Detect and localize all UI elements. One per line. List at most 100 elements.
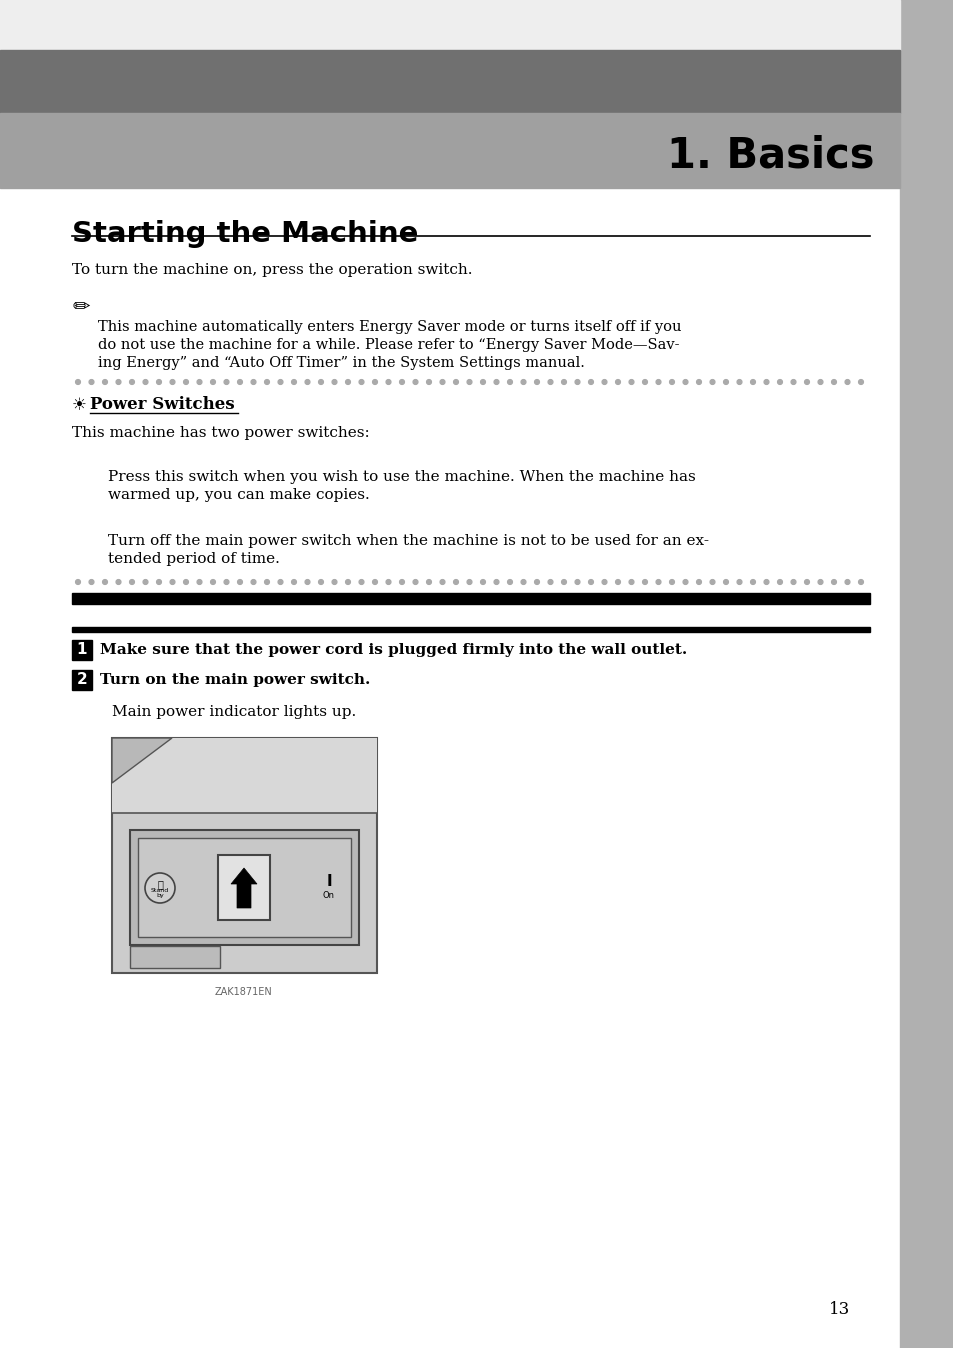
Circle shape: [534, 380, 538, 384]
Bar: [0, 50, 899, 113]
Circle shape: [656, 580, 660, 585]
Text: Make sure that the power cord is plugged firmly into the wall outlet.: Make sure that the power cord is plugged…: [100, 643, 686, 656]
Circle shape: [237, 380, 242, 384]
Circle shape: [520, 380, 525, 384]
Text: tended period of time.: tended period of time.: [108, 551, 279, 566]
Circle shape: [642, 580, 647, 585]
Bar: [71, 593, 869, 604]
Circle shape: [803, 580, 808, 585]
Text: Stand
by: Stand by: [151, 887, 169, 898]
Circle shape: [251, 380, 255, 384]
Bar: [218, 855, 270, 919]
Circle shape: [237, 580, 242, 585]
Circle shape: [426, 380, 431, 384]
Circle shape: [682, 380, 687, 384]
Circle shape: [601, 380, 606, 384]
Text: This machine automatically enters Energy Saver mode or turns itself off if you: This machine automatically enters Energy…: [98, 319, 680, 334]
Circle shape: [561, 580, 566, 585]
Circle shape: [548, 380, 553, 384]
Text: Power Switches: Power Switches: [90, 396, 234, 412]
Text: Turn on the main power switch.: Turn on the main power switch.: [100, 673, 370, 687]
Text: ✏: ✏: [71, 297, 90, 315]
Text: ing Energy” and “Auto Off Timer” in the System Settings manual.: ing Energy” and “Auto Off Timer” in the …: [98, 356, 584, 369]
Circle shape: [439, 380, 444, 384]
Text: To turn the machine on, press the operation switch.: To turn the machine on, press the operat…: [71, 263, 472, 276]
Circle shape: [116, 380, 121, 384]
Circle shape: [197, 580, 202, 585]
Text: 1. Basics: 1. Basics: [667, 135, 874, 177]
Circle shape: [130, 580, 134, 585]
Circle shape: [305, 580, 310, 585]
Text: do not use the machine for a while. Please refer to “Energy Saver Mode—Sav-: do not use the machine for a while. Plea…: [98, 338, 679, 352]
Circle shape: [399, 580, 404, 585]
Circle shape: [399, 380, 404, 384]
Circle shape: [156, 580, 161, 585]
Circle shape: [790, 580, 795, 585]
Circle shape: [588, 580, 593, 585]
Circle shape: [75, 580, 80, 585]
Circle shape: [534, 580, 538, 585]
Circle shape: [264, 580, 269, 585]
Circle shape: [858, 380, 862, 384]
Circle shape: [763, 380, 768, 384]
FancyBboxPatch shape: [71, 640, 91, 661]
Circle shape: [656, 380, 660, 384]
Circle shape: [332, 380, 336, 384]
Circle shape: [75, 380, 80, 384]
Circle shape: [818, 580, 822, 585]
Polygon shape: [231, 868, 256, 909]
Text: ☀: ☀: [71, 396, 87, 414]
Circle shape: [332, 580, 336, 585]
Text: ZAK1871EN: ZAK1871EN: [214, 987, 273, 998]
Bar: [0, 113, 899, 187]
Circle shape: [831, 380, 836, 384]
Bar: [0, 0, 899, 50]
Circle shape: [696, 380, 700, 384]
Circle shape: [170, 580, 174, 585]
Circle shape: [737, 380, 741, 384]
Circle shape: [143, 580, 148, 585]
Text: Main power indicator lights up.: Main power indicator lights up.: [112, 705, 355, 718]
Circle shape: [737, 580, 741, 585]
Circle shape: [103, 380, 108, 384]
Circle shape: [318, 380, 323, 384]
Circle shape: [373, 380, 377, 384]
Circle shape: [507, 380, 512, 384]
Circle shape: [520, 580, 525, 585]
Bar: [130, 830, 358, 945]
Bar: [71, 627, 869, 632]
Circle shape: [494, 380, 498, 384]
Text: ⏻: ⏻: [157, 879, 163, 888]
Text: 13: 13: [828, 1302, 850, 1318]
Circle shape: [858, 580, 862, 585]
Circle shape: [628, 380, 633, 384]
Circle shape: [628, 580, 633, 585]
Circle shape: [467, 380, 472, 384]
Circle shape: [722, 380, 728, 384]
Circle shape: [183, 380, 188, 384]
Circle shape: [103, 580, 108, 585]
Circle shape: [494, 580, 498, 585]
Text: Starting the Machine: Starting the Machine: [71, 220, 418, 248]
Text: 2: 2: [76, 673, 88, 687]
Circle shape: [386, 580, 391, 585]
Circle shape: [251, 580, 255, 585]
Circle shape: [669, 380, 674, 384]
Circle shape: [278, 380, 283, 384]
Circle shape: [763, 580, 768, 585]
Text: 1: 1: [76, 643, 87, 658]
Circle shape: [183, 580, 188, 585]
Circle shape: [507, 580, 512, 585]
Circle shape: [224, 380, 229, 384]
Circle shape: [818, 380, 822, 384]
Circle shape: [777, 380, 781, 384]
Text: On: On: [323, 891, 335, 899]
Circle shape: [264, 380, 269, 384]
Circle shape: [318, 580, 323, 585]
Circle shape: [722, 580, 728, 585]
Circle shape: [197, 380, 202, 384]
Circle shape: [480, 580, 485, 585]
Circle shape: [467, 580, 472, 585]
Bar: [138, 838, 351, 937]
Circle shape: [601, 580, 606, 585]
